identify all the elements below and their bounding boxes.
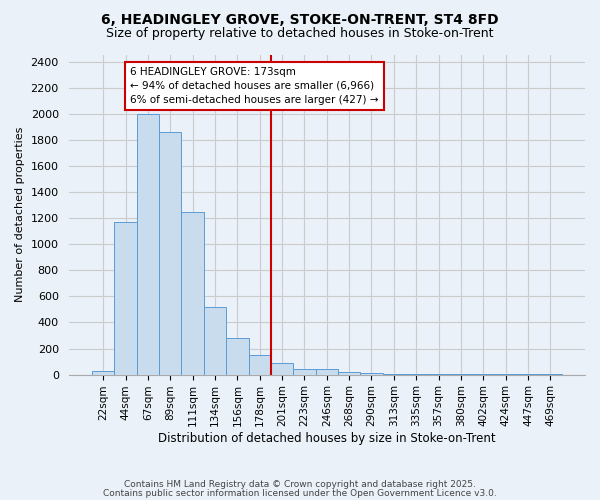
X-axis label: Distribution of detached houses by size in Stoke-on-Trent: Distribution of detached houses by size … — [158, 432, 496, 445]
Bar — [248, 355, 271, 374]
Bar — [293, 368, 316, 374]
Bar — [338, 372, 361, 374]
Bar — [204, 307, 226, 374]
Y-axis label: Number of detached properties: Number of detached properties — [15, 127, 25, 302]
Bar — [92, 372, 115, 374]
Bar — [361, 372, 383, 374]
Text: Size of property relative to detached houses in Stoke-on-Trent: Size of property relative to detached ho… — [106, 28, 494, 40]
Bar — [115, 222, 137, 374]
Text: 6, HEADINGLEY GROVE, STOKE-ON-TRENT, ST4 8FD: 6, HEADINGLEY GROVE, STOKE-ON-TRENT, ST4… — [101, 12, 499, 26]
Bar — [316, 370, 338, 374]
Text: 6 HEADINGLEY GROVE: 173sqm
← 94% of detached houses are smaller (6,966)
6% of se: 6 HEADINGLEY GROVE: 173sqm ← 94% of deta… — [130, 66, 379, 104]
Text: Contains public sector information licensed under the Open Government Licence v3: Contains public sector information licen… — [103, 488, 497, 498]
Bar — [181, 212, 204, 374]
Bar — [137, 114, 159, 374]
Bar — [159, 132, 181, 374]
Bar — [271, 363, 293, 374]
Bar — [226, 338, 248, 374]
Text: Contains HM Land Registry data © Crown copyright and database right 2025.: Contains HM Land Registry data © Crown c… — [124, 480, 476, 489]
